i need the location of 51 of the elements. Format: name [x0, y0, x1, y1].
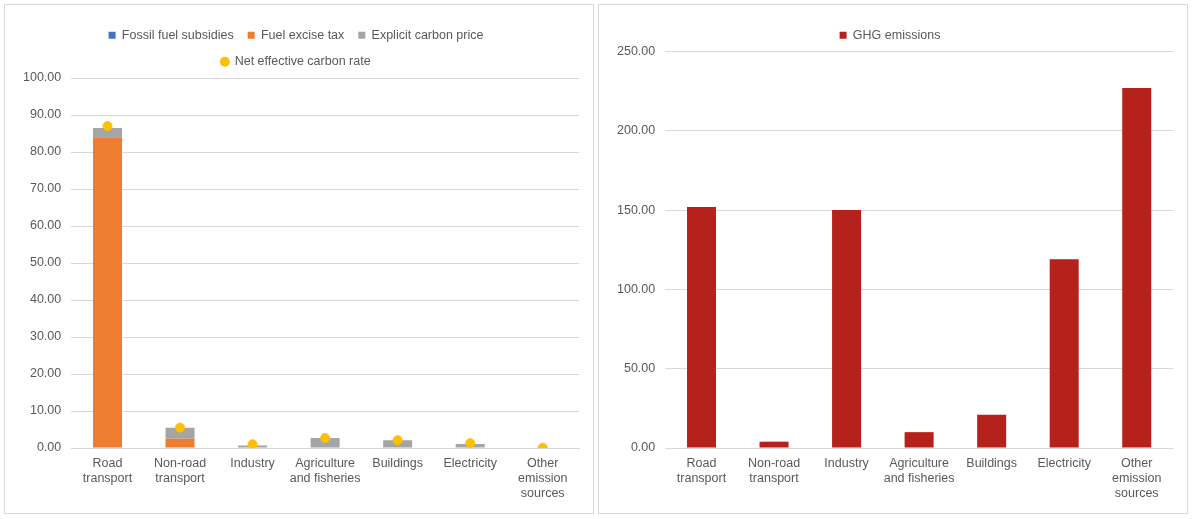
- legend-label: Explicit carbon price: [371, 27, 484, 42]
- x-tick-label: Other emission sources: [1112, 455, 1162, 500]
- x-tick-label: Road transport: [82, 455, 133, 485]
- x-tick-label: Agriculture and fisheries: [883, 455, 955, 485]
- point: [320, 433, 331, 444]
- y-tick-label: 100.00: [617, 281, 656, 296]
- bar: [1122, 87, 1152, 448]
- point: [247, 439, 258, 448]
- x-tick-label: Agriculture and fisheries: [289, 455, 361, 485]
- legend-label: Fossil fuel subsidies: [121, 27, 234, 42]
- bar: [686, 206, 717, 448]
- bar: [165, 438, 195, 448]
- x-tick-label: Electricity: [1037, 455, 1092, 470]
- bar: [904, 432, 934, 448]
- y-tick-label: 200.00: [617, 123, 656, 138]
- point: [102, 121, 113, 132]
- y-tick-label: 50.00: [623, 361, 656, 376]
- legend-label: GHG emissions: [852, 27, 941, 42]
- x-tick-label: Other emission sources: [518, 455, 568, 500]
- y-tick-label: 20.00: [29, 366, 62, 381]
- x-tick-label: Buildings: [966, 455, 1018, 470]
- bar: [977, 414, 1007, 448]
- x-tick-label: Industry: [230, 455, 276, 470]
- y-tick-label: 0.00: [630, 440, 656, 455]
- x-tick-label: Non-road transport: [747, 455, 801, 485]
- y-tick-label: 100.00: [23, 70, 62, 85]
- y-tick-label: 250.00: [617, 43, 656, 58]
- x-tick-label: Road transport: [676, 455, 727, 485]
- y-tick-label: 80.00: [29, 144, 62, 159]
- bar: [832, 210, 862, 448]
- y-tick-label: 0.00: [36, 440, 62, 455]
- y-tick-label: 50.00: [29, 255, 62, 270]
- legend-label: Fuel excise tax: [260, 27, 346, 42]
- point: [392, 435, 403, 446]
- bar: [759, 441, 789, 448]
- x-tick-label: Industry: [824, 455, 870, 470]
- y-tick-label: 70.00: [29, 181, 62, 196]
- legend-label: Net effective carbon rate: [234, 54, 371, 69]
- y-tick-label: 10.00: [29, 403, 62, 418]
- y-tick-label: 40.00: [29, 292, 62, 307]
- point: [465, 438, 476, 448]
- x-tick-label: Buildings: [372, 455, 424, 470]
- y-tick-label: 30.00: [29, 329, 62, 344]
- bar: [1049, 259, 1079, 448]
- y-tick-label: 60.00: [29, 218, 62, 233]
- bar: [92, 137, 123, 448]
- x-tick-label: Non-road transport: [153, 455, 207, 485]
- bar: [92, 127, 123, 138]
- y-tick-label: 90.00: [29, 107, 62, 122]
- y-tick-label: 150.00: [617, 202, 656, 217]
- x-tick-label: Electricity: [443, 455, 498, 470]
